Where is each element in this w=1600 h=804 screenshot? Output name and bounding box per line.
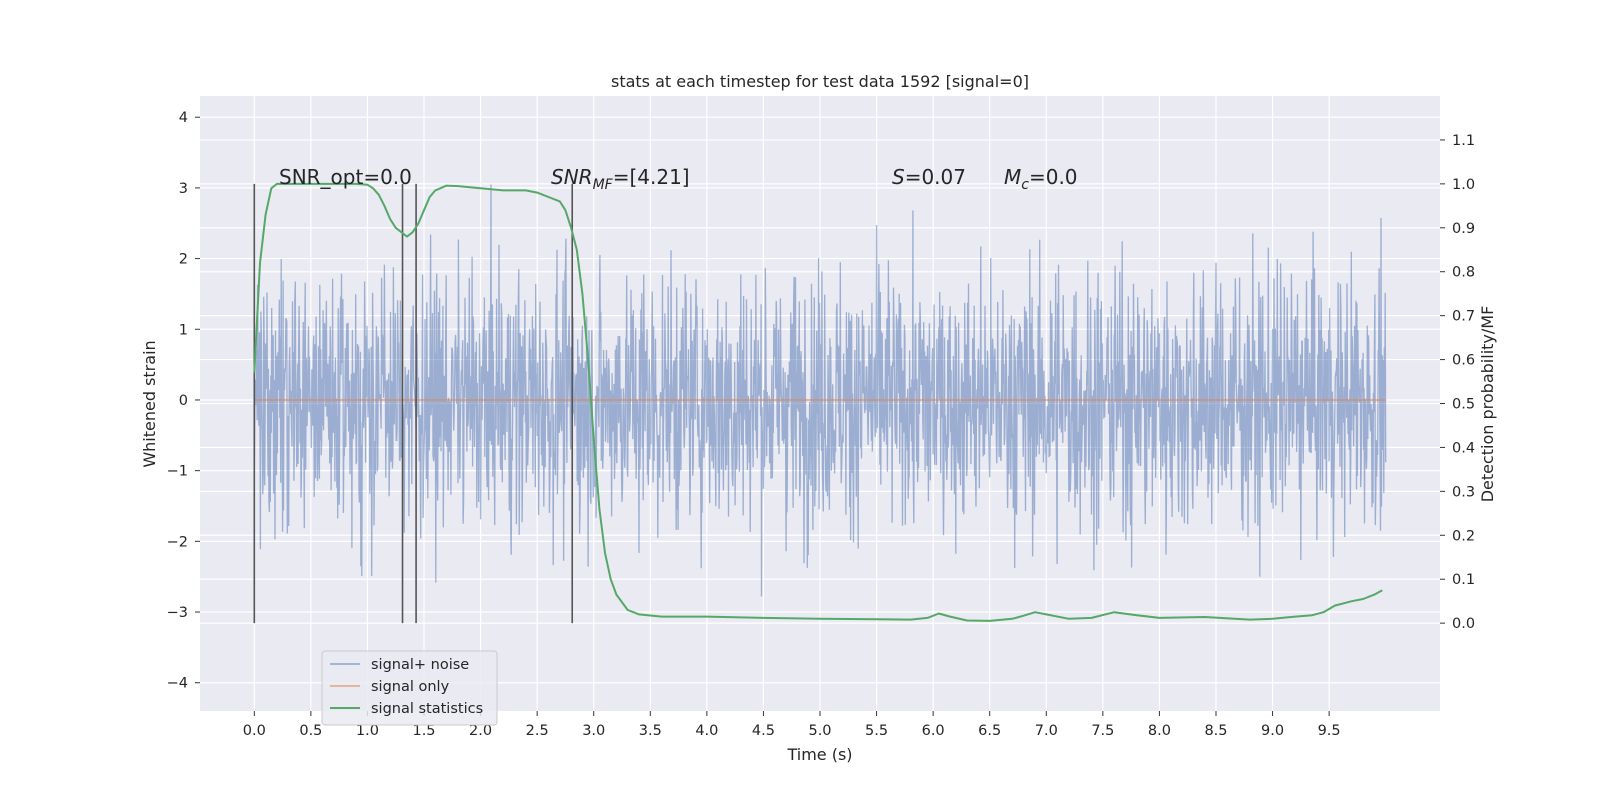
annotation-s: S=0.07 — [892, 165, 966, 189]
y-right-tick-label: 0.5 — [1452, 397, 1475, 413]
x-axis-label: Time (s) — [786, 745, 852, 764]
y-right-tick-label: 0.9 — [1452, 221, 1475, 237]
y-left-tick-label: 0 — [179, 393, 188, 409]
legend-label-signal-statistics: signal statistics — [371, 701, 483, 717]
x-tick-label: 6.5 — [978, 723, 1001, 739]
annotation-snr-mf-base: SNR — [551, 165, 593, 189]
y-right-tick-label: 0.0 — [1452, 616, 1475, 632]
annotation-mc-sub: c — [1021, 177, 1029, 193]
x-tick-label: 4.5 — [752, 723, 775, 739]
y-left-tick-label: −1 — [167, 464, 188, 480]
signal-statistics-line — [253, 182, 1383, 622]
annotation-mc: Mc=0.0 — [1004, 165, 1078, 193]
x-tick-label: 7.5 — [1091, 723, 1114, 739]
y-right-tick-label: 0.1 — [1452, 572, 1475, 588]
y-left-axis-label: Whitened strain — [140, 340, 159, 467]
x-tick-label: 8.5 — [1204, 723, 1227, 739]
y-right-tick-label: 1.0 — [1452, 177, 1475, 193]
annotation-mc-symbol: M — [1004, 165, 1021, 189]
x-tick-label: 2.5 — [526, 723, 549, 739]
y-left-tick-label: 3 — [179, 181, 188, 197]
x-tick-label: 3.5 — [639, 723, 662, 739]
annotation-snr-opt: SNR_opt=0.0 — [279, 165, 412, 189]
y-right-tick-label: 0.2 — [1452, 528, 1475, 544]
y-right-tick-label: 0.6 — [1452, 353, 1475, 369]
x-tick-label: 1.0 — [356, 723, 379, 739]
x-axis-ticks: 0.0 0.5 1.0 1.5 2.0 2.5 3.0 3.5 4.0 4.5 5.0 5.5 6.0 6… — [243, 711, 1341, 739]
legend-label-signal-only: signal only — [371, 679, 450, 695]
legend-box — [321, 650, 498, 726]
chart-title: stats at each timestep for test data 159… — [611, 72, 1029, 91]
annotation-s-symbol: S — [892, 165, 905, 189]
legend-label-signal-noise: signal+ noise — [371, 657, 469, 673]
x-tick-label: 0.0 — [243, 723, 266, 739]
y-right-tick-label: 0.8 — [1452, 265, 1475, 281]
annotation-mc-value: =0.0 — [1029, 165, 1078, 189]
y-right-axis-label: Detection probability/MF — [1478, 306, 1497, 503]
y-left-tick-label: −3 — [167, 605, 188, 621]
y-left-tick-label: −2 — [167, 534, 188, 550]
vertical-markers — [253, 183, 574, 624]
y-left-tick-label: −4 — [167, 676, 188, 692]
x-tick-label: 7.0 — [1035, 723, 1058, 739]
x-tick-label: 5.0 — [808, 723, 831, 739]
x-tick-label: 9.5 — [1318, 723, 1341, 739]
y-left-tick-label: 1 — [179, 322, 188, 338]
y-left-axis-ticks: −4 −3 −2 −1 0 1 2 3 4 — [167, 110, 200, 692]
y-left-tick-label: 2 — [179, 252, 188, 268]
annotation-snr-mf-sub: MF — [593, 177, 614, 193]
legend: signal+ noise signal only signal statist… — [321, 650, 498, 726]
signal-noise-line — [253, 184, 1387, 597]
x-tick-label: 8.0 — [1148, 723, 1171, 739]
y-right-tick-label: 1.1 — [1452, 133, 1475, 149]
y-right-tick-label: 0.7 — [1452, 309, 1475, 325]
y-right-tick-label: 0.4 — [1452, 440, 1475, 456]
x-tick-label: 1.5 — [412, 723, 435, 739]
annotation-snr-mf: SNRMF=[4.21] — [551, 165, 690, 193]
x-tick-label: 0.5 — [299, 723, 322, 739]
y-right-axis-ticks: 0.0 0.1 0.2 0.3 0.4 0.5 0.6 0.7 0.8 0.9 1.0 1.1 — [1440, 133, 1475, 632]
y-left-tick-label: 4 — [179, 110, 188, 126]
x-tick-label: 2.0 — [469, 723, 492, 739]
grid — [200, 96, 1440, 711]
annotation-s-value: =0.07 — [905, 165, 966, 189]
x-tick-label: 6.0 — [922, 723, 945, 739]
signal-statistics-series — [253, 182, 1383, 622]
signal-noise-series — [253, 184, 1387, 597]
annotation-snr-mf-value: =[4.21] — [613, 165, 690, 189]
x-tick-label: 4.0 — [695, 723, 718, 739]
y-right-tick-label: 0.3 — [1452, 484, 1475, 500]
x-tick-label: 5.5 — [865, 723, 888, 739]
x-tick-label: 9.0 — [1261, 723, 1284, 739]
annotations: SNR_opt=0.0 SNRMF=[4.21] S=0.07 Mc=0.0 — [279, 165, 1078, 193]
x-tick-label: 3.0 — [582, 723, 605, 739]
